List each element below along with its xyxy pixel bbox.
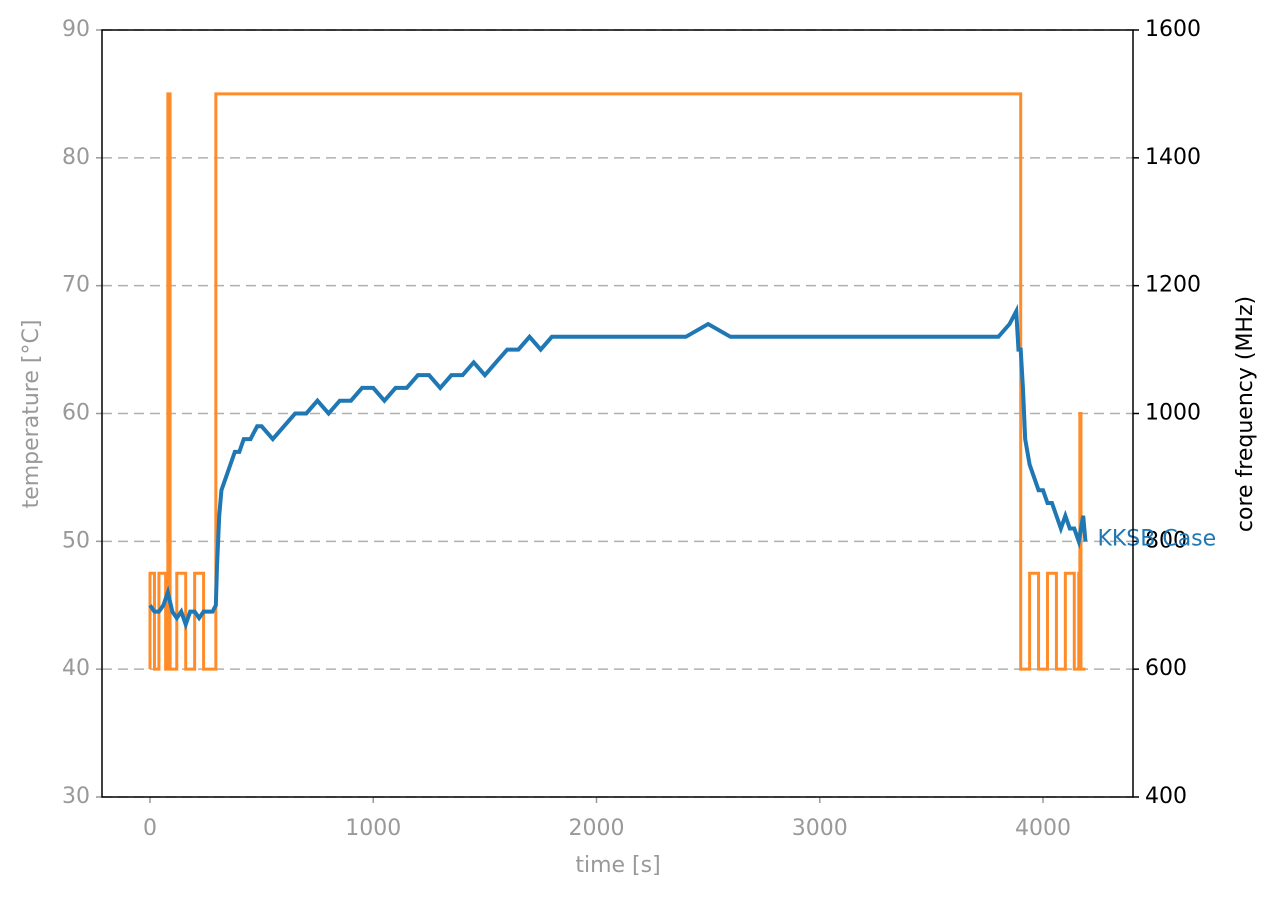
y2-axis-label: core frequency (MHz) — [1233, 296, 1258, 532]
x-axis-label: time [s] — [575, 853, 660, 878]
y2-tick-label: 800 — [1145, 528, 1187, 553]
y-tick-label: 60 — [62, 401, 90, 426]
y-tick-label: 90 — [62, 17, 90, 42]
y2-tick-label: 1600 — [1145, 17, 1201, 42]
x-tick-label: 3000 — [792, 816, 848, 841]
y-tick-label: 80 — [62, 145, 90, 170]
y-tick-label: 50 — [62, 528, 90, 553]
x-tick-label: 2000 — [569, 816, 625, 841]
y-tick-label: 30 — [62, 784, 90, 809]
y-tick-label: 70 — [62, 273, 90, 298]
y2-tick-label: 400 — [1145, 784, 1187, 809]
y-tick-label: 40 — [62, 656, 90, 681]
y2-tick-label: 600 — [1145, 656, 1187, 681]
y-axis-label: temperature [°C] — [19, 320, 44, 509]
y2-tick-label: 1200 — [1145, 273, 1201, 298]
y2-tick-label: 1000 — [1145, 401, 1201, 426]
series-line — [148, 303, 1088, 631]
y2-tick-label: 1400 — [1145, 145, 1201, 170]
x-tick-label: 1000 — [345, 816, 401, 841]
x-tick-label: 4000 — [1015, 816, 1071, 841]
series-line — [148, 92, 1086, 671]
series-annotation: KKSB Case — [1097, 526, 1216, 551]
plot-frame — [101, 29, 1134, 798]
x-tick-label: 0 — [143, 816, 157, 841]
